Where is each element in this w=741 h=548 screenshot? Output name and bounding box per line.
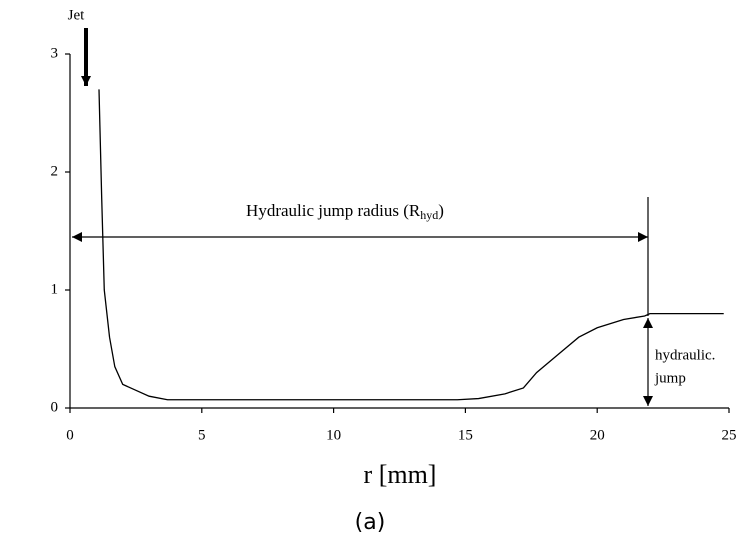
x-tick-label: 20 <box>590 427 605 443</box>
x-tick-label: 5 <box>198 427 206 443</box>
jump-label: hydraulic. <box>655 347 715 363</box>
x-axis-label: r [mm] <box>364 460 437 489</box>
radius-label: Hydraulic jump radius (Rhyd) <box>246 201 444 222</box>
x-tick-label: 25 <box>722 427 737 443</box>
y-tick-label: 2 <box>51 163 59 179</box>
radius-text-end: ) <box>438 201 444 220</box>
x-tick-label: 0 <box>66 427 74 443</box>
y-tick-label: 1 <box>51 281 59 297</box>
y-tick-label: 3 <box>51 45 59 61</box>
jet-label: Jet <box>68 7 85 23</box>
radius-text: Hydraulic jump radius (R <box>246 201 421 220</box>
x-tick-label: 10 <box>326 427 341 443</box>
y-tick-label: 0 <box>51 399 59 415</box>
jump-label: jump <box>654 370 686 386</box>
caption: (a) <box>355 510 386 535</box>
data-line <box>98 89 724 401</box>
x-tick-label: 15 <box>458 427 473 443</box>
radius-subscript: hyd <box>420 208 438 222</box>
